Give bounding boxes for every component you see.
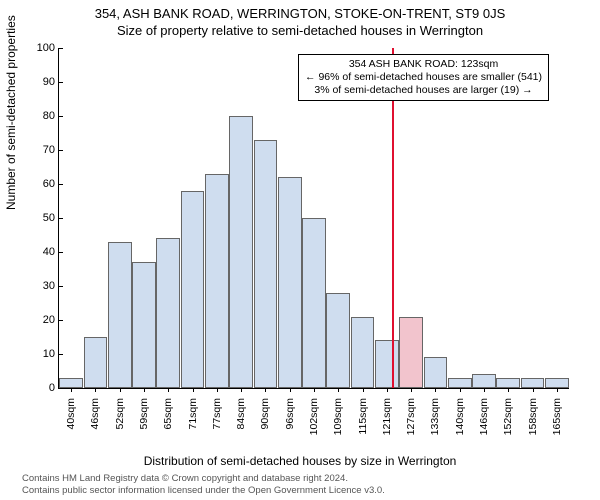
histogram-bar — [205, 174, 229, 388]
x-tick: 84sqm — [235, 394, 247, 430]
x-tick-mark — [144, 388, 145, 392]
y-axis-label: Number of semi-detached properties — [4, 15, 18, 210]
histogram-bar — [278, 177, 302, 388]
x-tick-mark — [533, 388, 534, 392]
footer-line-1: Contains HM Land Registry data © Crown c… — [22, 473, 385, 484]
x-tick-mark — [71, 388, 72, 392]
plot-area: 010203040506070809010040sqm46sqm52sqm59s… — [58, 48, 569, 389]
histogram-bar — [424, 357, 448, 388]
x-tick: 158sqm — [527, 394, 539, 435]
histogram-bar — [132, 262, 156, 388]
title-line-2: Size of property relative to semi-detach… — [0, 21, 600, 38]
x-tick: 59sqm — [138, 394, 150, 430]
y-tick: 60 — [43, 178, 59, 190]
y-tick: 70 — [43, 144, 59, 156]
x-tick-mark — [120, 388, 121, 392]
y-tick: 50 — [43, 212, 59, 224]
x-tick-mark — [557, 388, 558, 392]
histogram-bar — [351, 317, 375, 388]
histogram-bar — [399, 317, 423, 388]
histogram-bar — [59, 378, 83, 388]
x-tick: 133sqm — [429, 394, 441, 435]
x-tick-mark — [460, 388, 461, 392]
x-tick: 115sqm — [357, 394, 369, 435]
histogram-bar — [229, 116, 253, 388]
x-tick-mark — [363, 388, 364, 392]
y-tick: 20 — [43, 314, 59, 326]
x-tick-mark — [265, 388, 266, 392]
x-tick: 140sqm — [454, 394, 466, 435]
chart-container: 354, ASH BANK ROAD, WERRINGTON, STOKE-ON… — [0, 0, 600, 500]
x-tick: 77sqm — [211, 394, 223, 430]
x-tick-mark — [217, 388, 218, 392]
histogram-bar — [326, 293, 350, 388]
x-tick-mark — [508, 388, 509, 392]
y-tick: 80 — [43, 110, 59, 122]
histogram-bar — [496, 378, 520, 388]
x-tick: 165sqm — [551, 394, 563, 435]
x-tick-mark — [314, 388, 315, 392]
x-tick-mark — [411, 388, 412, 392]
x-tick: 65sqm — [162, 394, 174, 430]
annotation-line: 3% of semi-detached houses are larger (1… — [305, 84, 542, 97]
histogram-bar — [108, 242, 132, 388]
x-axis-label: Distribution of semi-detached houses by … — [0, 454, 600, 468]
histogram-bar — [156, 238, 180, 388]
x-tick-mark — [168, 388, 169, 392]
histogram-bar — [375, 340, 399, 388]
x-tick-mark — [193, 388, 194, 392]
x-tick: 40sqm — [65, 394, 77, 430]
x-tick: 71sqm — [187, 394, 199, 430]
x-tick: 90sqm — [259, 394, 271, 430]
y-tick: 40 — [43, 246, 59, 258]
histogram-bar — [521, 378, 545, 388]
title-line-1: 354, ASH BANK ROAD, WERRINGTON, STOKE-ON… — [0, 0, 600, 21]
y-tick: 30 — [43, 280, 59, 292]
x-tick-mark — [338, 388, 339, 392]
footer-line-2: Contains public sector information licen… — [22, 485, 385, 496]
annotation-line: 354 ASH BANK ROAD: 123sqm — [305, 58, 542, 71]
histogram-bar — [302, 218, 326, 388]
annotation-line: ← 96% of semi-detached houses are smalle… — [305, 71, 542, 84]
x-tick: 109sqm — [332, 394, 344, 435]
histogram-bar — [181, 191, 205, 388]
histogram-bar — [472, 374, 496, 388]
y-tick: 10 — [43, 348, 59, 360]
x-tick: 152sqm — [502, 394, 514, 435]
x-tick: 121sqm — [381, 394, 393, 435]
x-tick: 52sqm — [114, 394, 126, 430]
x-tick: 96sqm — [284, 394, 296, 430]
annotation-box: 354 ASH BANK ROAD: 123sqm← 96% of semi-d… — [298, 54, 549, 101]
y-tick: 90 — [43, 76, 59, 88]
histogram-bar — [254, 140, 278, 388]
histogram-bar — [84, 337, 108, 388]
y-tick: 0 — [49, 382, 59, 394]
x-tick-mark — [484, 388, 485, 392]
x-tick-mark — [95, 388, 96, 392]
x-tick-mark — [435, 388, 436, 392]
x-tick-mark — [387, 388, 388, 392]
x-tick: 146sqm — [478, 394, 490, 435]
histogram-bar — [448, 378, 472, 388]
x-tick: 102sqm — [308, 394, 320, 435]
x-tick: 46sqm — [89, 394, 101, 430]
attribution-footer: Contains HM Land Registry data © Crown c… — [22, 473, 385, 496]
histogram-bar — [545, 378, 569, 388]
x-tick-mark — [241, 388, 242, 392]
x-tick: 127sqm — [405, 394, 417, 435]
y-tick: 100 — [37, 42, 59, 54]
x-tick-mark — [290, 388, 291, 392]
